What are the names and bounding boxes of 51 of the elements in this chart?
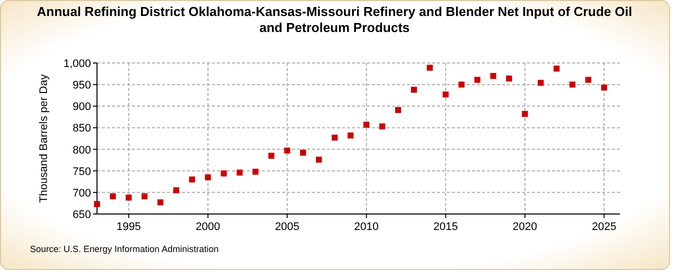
y-tick-label: 650 bbox=[72, 209, 91, 221]
x-tick-label: 2020 bbox=[512, 221, 538, 233]
y-tick-label: 700 bbox=[72, 187, 91, 200]
point bbox=[585, 76, 592, 83]
point bbox=[554, 66, 560, 72]
x-tick-label: 2025 bbox=[592, 221, 616, 233]
point bbox=[410, 86, 417, 93]
point bbox=[490, 72, 496, 79]
point bbox=[142, 193, 148, 200]
source-note: Source: U.S. Energy Information Administration bbox=[30, 244, 219, 254]
point bbox=[332, 134, 338, 141]
point bbox=[189, 176, 196, 182]
point bbox=[474, 76, 480, 83]
point bbox=[204, 174, 211, 180]
point bbox=[94, 201, 100, 208]
point bbox=[458, 82, 465, 88]
x-tick-label: 2000 bbox=[196, 221, 220, 233]
y-tick-label: 900 bbox=[72, 101, 91, 114]
point bbox=[126, 194, 132, 201]
x-tick-label: 2015 bbox=[433, 221, 458, 233]
chart-title: Annual Refining District Oklahoma-Kansas-Missouri Refinery and Blender Net Input of Crude Oil and Petroleum Products bbox=[36, 4, 632, 35]
point bbox=[569, 82, 576, 88]
y-tick-label: 850 bbox=[72, 122, 91, 135]
point bbox=[442, 91, 449, 98]
point bbox=[506, 76, 512, 82]
y-tick-label: 1,000 bbox=[63, 58, 91, 70]
x-tick-label: 2005 bbox=[274, 221, 300, 233]
point bbox=[252, 168, 258, 175]
point bbox=[300, 150, 306, 156]
point bbox=[363, 122, 370, 128]
point bbox=[220, 170, 227, 176]
x-tick-label: 2010 bbox=[354, 221, 379, 233]
x-tick-label: 1995 bbox=[116, 221, 141, 233]
y-tick-label: 950 bbox=[72, 80, 91, 92]
point bbox=[157, 199, 164, 206]
point bbox=[284, 148, 290, 154]
y-axis-title: Thousand Barrels per Day bbox=[38, 74, 50, 203]
point bbox=[236, 170, 243, 176]
point bbox=[173, 187, 180, 194]
point bbox=[379, 123, 386, 130]
point bbox=[348, 132, 354, 138]
y-tick-label: 750 bbox=[72, 166, 91, 178]
point bbox=[110, 193, 116, 200]
point bbox=[538, 80, 544, 86]
point bbox=[426, 64, 433, 71]
point bbox=[522, 110, 528, 117]
point bbox=[395, 107, 402, 114]
point bbox=[316, 156, 322, 163]
point bbox=[268, 152, 274, 159]
y-tick-label: 800 bbox=[72, 144, 91, 156]
point bbox=[601, 84, 608, 91]
